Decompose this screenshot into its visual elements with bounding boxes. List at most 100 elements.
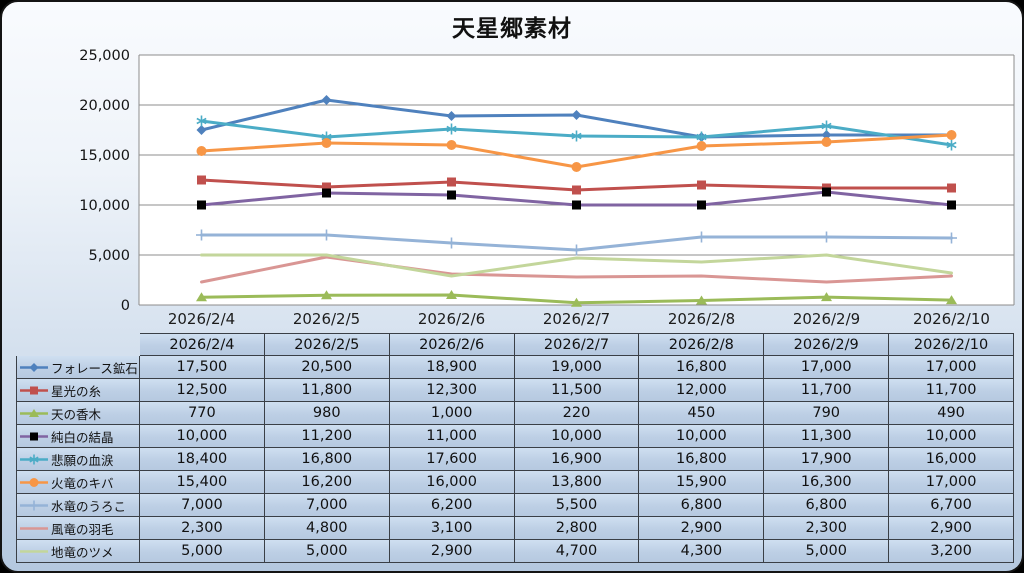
- table-value-cell: 11,200: [264, 425, 390, 448]
- table-value-cell: 770: [140, 402, 265, 425]
- chart-title: 天星郷素材: [452, 16, 572, 42]
- series-name: 天の香木: [51, 406, 102, 422]
- data-point-marker: [946, 232, 957, 244]
- data-point-marker: [321, 138, 332, 148]
- series-name: 純白の結晶: [51, 429, 114, 445]
- table-value-cell: 10,000: [140, 425, 265, 448]
- data-point-marker: [29, 362, 39, 372]
- data-point-marker: [196, 292, 207, 302]
- table-header-cell: 2026/2/9: [764, 333, 890, 356]
- asterisk-stroke: [196, 117, 207, 125]
- data-point-marker: [821, 137, 832, 147]
- table-value-cell: 12,000: [639, 379, 765, 402]
- data-point-marker: [571, 130, 582, 142]
- table-header-cell: 2026/2/6: [389, 333, 515, 356]
- data-point-marker: [821, 120, 832, 132]
- series-name: フォレース鉱石: [51, 360, 138, 376]
- data-point-marker: [29, 454, 39, 464]
- table-value-cell: 3,100: [389, 517, 515, 540]
- asterisk-stroke: [29, 456, 39, 462]
- table-value-cell: 3,200: [889, 540, 1014, 563]
- asterisk-stroke: [946, 141, 957, 149]
- data-point-marker: [571, 162, 582, 172]
- data-point-marker: [696, 295, 707, 305]
- data-point-marker: [696, 131, 707, 143]
- series-name: 地竜のツメ: [51, 544, 114, 560]
- series-name: 風竜の羽毛: [51, 521, 114, 537]
- data-point-marker: [197, 200, 206, 210]
- table-value-cell: 5,000: [140, 540, 265, 563]
- table-value-cell: 6,800: [639, 494, 765, 517]
- triangle-marker-icon: [20, 408, 48, 417]
- table-value-cell: 18,400: [140, 448, 265, 471]
- plus-marker-icon: [20, 500, 48, 510]
- table-value-cell: 16,200: [264, 471, 390, 494]
- table-value-cell: 2,300: [764, 517, 890, 540]
- table-value-cell: 13,800: [514, 471, 640, 494]
- table-value-cell: 16,300: [764, 471, 890, 494]
- table-value-cell: 490: [889, 402, 1014, 425]
- legend-cell: 天の香木: [16, 402, 140, 425]
- data-point-marker: [446, 237, 457, 249]
- data-point-marker: [321, 229, 332, 241]
- table-value-cell: 980: [264, 402, 390, 425]
- data-point-marker: [572, 185, 581, 195]
- data-point-marker: [447, 190, 456, 200]
- table-value-cell: 15,900: [639, 471, 765, 494]
- legend-cell: 星光の糸: [16, 379, 140, 402]
- table-value-cell: 220: [514, 402, 640, 425]
- table-value-cell: 11,800: [264, 379, 390, 402]
- y-tick-label: 10,000: [79, 198, 130, 214]
- table-header-cell: 2026/2/10: [889, 333, 1014, 356]
- data-point-marker: [821, 292, 832, 302]
- data-point-marker: [446, 123, 457, 135]
- data-point-marker: [947, 183, 956, 193]
- x-tick-label: 2026/2/5: [293, 310, 360, 328]
- data-point-marker: [571, 110, 582, 120]
- table-value-cell: 16,800: [264, 448, 390, 471]
- table-value-cell: 19,000: [514, 356, 640, 379]
- data-point-marker: [696, 141, 707, 151]
- data-point-marker: [196, 115, 207, 127]
- data-point-marker: [446, 111, 457, 121]
- table-value-cell: 20,500: [264, 356, 390, 379]
- data-point-marker: [946, 130, 957, 140]
- asterisk-stroke: [446, 125, 457, 133]
- table-value-cell: 6,800: [764, 494, 890, 517]
- line-swatch-icon: [20, 549, 48, 553]
- data-point-marker: [447, 177, 456, 187]
- table-value-cell: 2,300: [140, 517, 265, 540]
- table-value-cell: 16,900: [514, 448, 640, 471]
- x-tick-label: 2026/2/6: [418, 310, 485, 328]
- table-value-cell: 4,300: [639, 540, 765, 563]
- table-value-cell: 450: [639, 402, 765, 425]
- data-point-marker: [946, 295, 957, 305]
- table-value-cell: 18,900: [389, 356, 515, 379]
- data-point-marker: [946, 139, 957, 151]
- y-tick-label: 5,000: [88, 248, 130, 264]
- diamond-marker-icon: [20, 362, 48, 372]
- data-point-marker: [822, 187, 831, 197]
- line-swatch-icon: [20, 526, 48, 530]
- table-value-cell: 2,900: [389, 540, 515, 563]
- legend-cell: フォレース鉱石: [16, 356, 140, 379]
- data-point-marker: [697, 200, 706, 210]
- line-chart: 0 5,000 10,000 15,000 20,000 25,000 2026/2/4 20…: [79, 48, 1015, 328]
- data-point-marker: [29, 477, 39, 487]
- table-value-cell: 7,000: [140, 494, 265, 517]
- x-tick-label: 2026/2/7: [543, 310, 610, 328]
- data-point-marker: [29, 408, 39, 417]
- table-value-cell: 15,400: [140, 471, 265, 494]
- data-point-marker: [446, 290, 457, 299]
- x-tick-label: 2026/2/10: [913, 310, 990, 328]
- table-header-cell: 2026/2/8: [639, 333, 765, 356]
- asterisk-stroke: [696, 133, 707, 141]
- y-tick-label: 0: [121, 298, 130, 314]
- table-value-cell: 5,000: [264, 540, 390, 563]
- x-tick-label: 2026/2/8: [668, 310, 735, 328]
- table-value-cell: 16,000: [889, 448, 1014, 471]
- table-value-cell: 16,000: [389, 471, 515, 494]
- table-value-cell: 17,500: [140, 356, 265, 379]
- data-point-marker: [197, 175, 206, 185]
